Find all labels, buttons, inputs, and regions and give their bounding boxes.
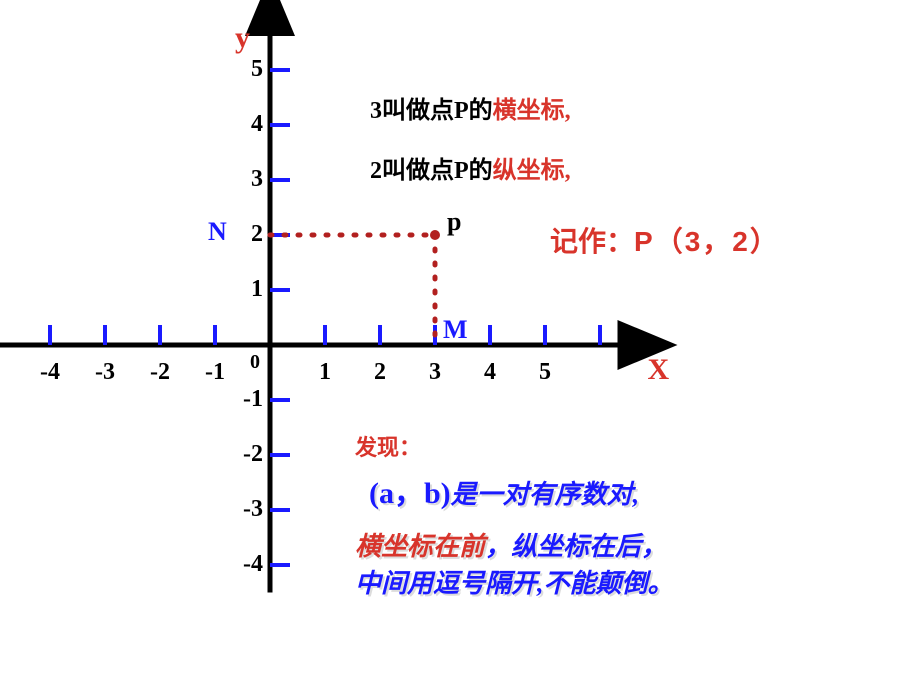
x-tick-label: 1 (310, 359, 340, 386)
discover-line-c: 中间用逗号隔开,不能颠倒。 (355, 563, 674, 600)
projection-m-label: M (443, 315, 468, 345)
annotation-line-1: 3叫做点P的横坐标, (370, 90, 571, 125)
discover-b-p2: 纵坐标在后 (511, 532, 641, 561)
x-axis-label: X (648, 353, 670, 387)
line1-post: , (565, 98, 571, 124)
discover-line-b: 横坐标在前，纵坐标在后， (355, 526, 674, 563)
annotation-discover: 发现： (a，b)是一对有序数对, 横坐标在前，纵坐标在后， 中间用逗号隔开,不… (355, 430, 674, 600)
x-tick-label: 5 (530, 359, 560, 386)
origin-label: 0 (250, 351, 260, 374)
y-tick-label: 2 (225, 221, 263, 248)
discover-title: 发现： (355, 430, 674, 462)
y-tick-label: -1 (225, 386, 263, 413)
x-tick-label: 4 (475, 359, 505, 386)
y-tick-label: 3 (225, 166, 263, 193)
notation-pre: 记作： (550, 226, 634, 257)
point-p-label: p (447, 207, 461, 237)
x-tick-label: -3 (90, 359, 120, 386)
line1-pre: 3叫做点P的 (370, 98, 493, 124)
y-tick-label: 4 (225, 111, 263, 138)
y-axis-label: y (235, 21, 250, 55)
x-tick-label: -1 (200, 359, 230, 386)
notation-body: P（3，2） (634, 226, 780, 257)
discover-b-sep1: ， (485, 532, 511, 561)
y-tick-label: -2 (225, 441, 263, 468)
x-tick-label: -4 (35, 359, 65, 386)
annotation-notation: 记作：P（3，2） (550, 220, 780, 260)
x-tick-label: -2 (145, 359, 175, 386)
discover-a-p2: 是一对有序数对, (451, 480, 640, 509)
y-tick-label: 1 (225, 276, 263, 303)
discover-b-p1: 横坐标在前 (355, 532, 485, 561)
projection-n-label: N (208, 217, 227, 247)
y-tick-label: -3 (225, 496, 263, 523)
line2-key: 纵坐标 (493, 158, 565, 184)
y-tick-label: 5 (225, 56, 263, 83)
line2-post: , (565, 158, 571, 184)
annotation-line-2: 2叫做点P的纵坐标, (370, 150, 571, 185)
discover-b-sep2: ， (641, 532, 667, 561)
line2-pre: 2叫做点P的 (370, 158, 493, 184)
x-tick-label: 3 (420, 359, 450, 386)
y-tick-label: -4 (225, 551, 263, 578)
line1-key: 横坐标 (493, 98, 565, 124)
x-tick-label: 2 (365, 359, 395, 386)
discover-line-a: (a，b)是一对有序数对, (355, 468, 674, 512)
discover-a-p1: (a，b) (369, 477, 451, 510)
